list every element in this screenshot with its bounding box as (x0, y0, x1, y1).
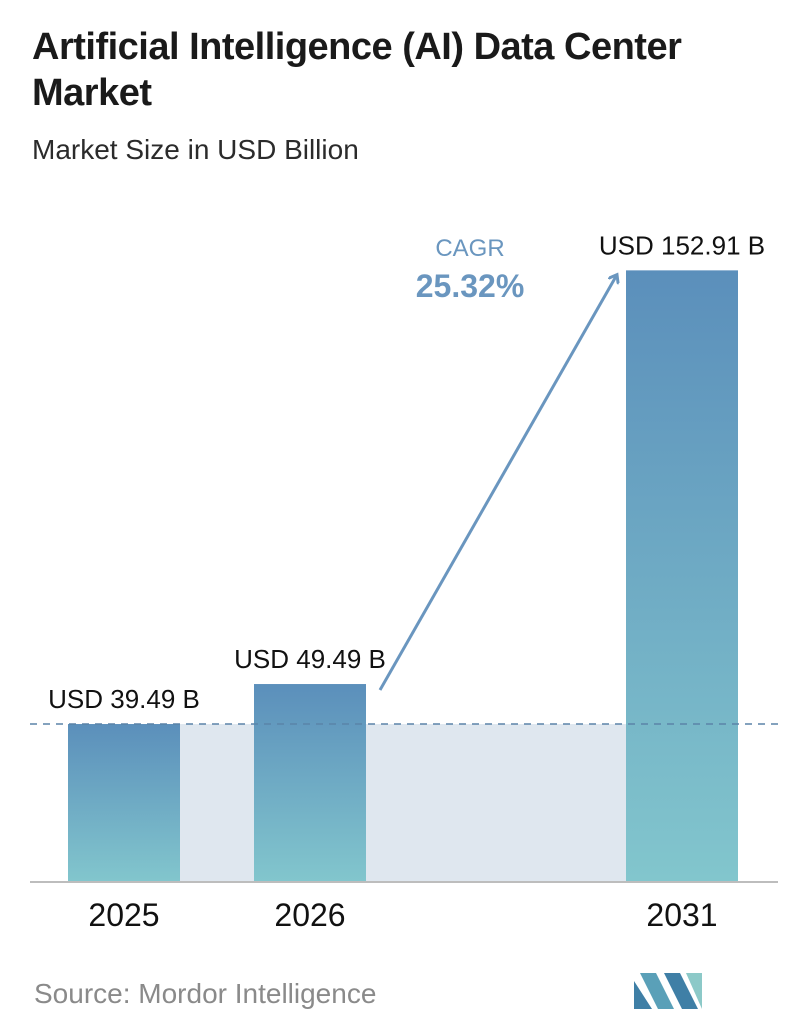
data-label-2025: USD 39.49 B (48, 684, 200, 714)
cagr-label: CAGR (435, 235, 504, 262)
x-tick-label-2025: 2025 (88, 897, 159, 933)
bar-2025 (68, 724, 180, 882)
data-label-2031: USD 152.91 B (599, 230, 765, 260)
cagr-value: 25.32% (416, 268, 525, 304)
data-label-2026: USD 49.49 B (234, 644, 386, 674)
x-tick-label-2031: 2031 (646, 897, 717, 933)
source-text: Source: Mordor Intelligence (34, 978, 377, 1009)
bar-chart: USD 39.49 B USD 49.49 B USD 152.91 B CAGR 25… (30, 230, 780, 933)
bar-2026 (254, 684, 366, 882)
mordor-intelligence-logo-icon (634, 973, 702, 1009)
bar-2031 (626, 270, 738, 882)
chart-subtitle: Market Size in USD Billion (32, 134, 359, 165)
chart-title: Artificial Intelligence (AI) Data Center… (32, 26, 682, 114)
x-tick-label-2026: 2026 (274, 897, 345, 933)
cagr-arrow (378, 276, 616, 691)
